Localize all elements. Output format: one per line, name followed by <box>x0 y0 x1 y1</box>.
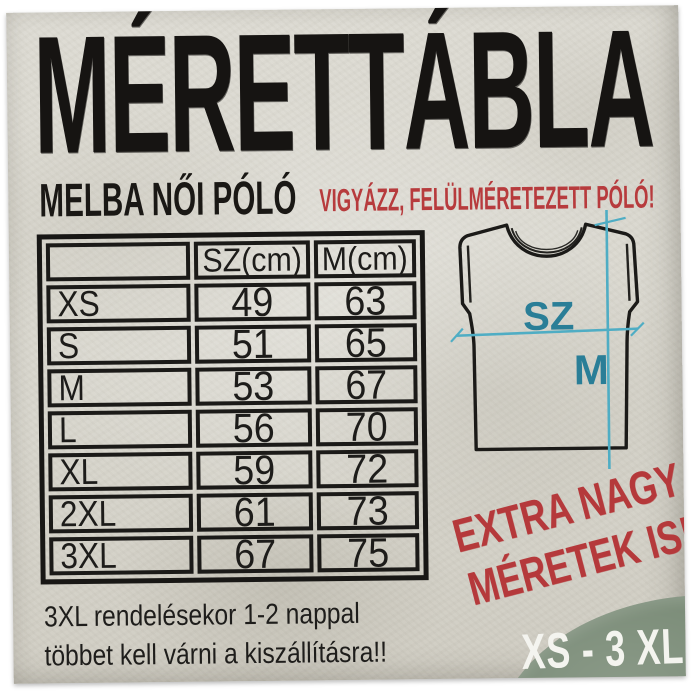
sz-value: 67 <box>197 531 314 577</box>
size-label: XL <box>48 451 193 492</box>
size-table: SZ(cm) M(cm) XS 49 63 S 51 65 M 53 67 L … <box>36 230 429 585</box>
sz-value: 53 <box>195 363 312 409</box>
left-cuff-line <box>466 245 472 303</box>
table-row: L 56 70 <box>47 404 418 451</box>
size-label: S <box>46 325 192 366</box>
size-label: 3XL <box>49 535 194 576</box>
paper-sheet: MÉRETTÁBLA MELBA NŐI PÓLÓ VIGYÁZZ, FELÜL… <box>6 5 686 684</box>
m-value: 65 <box>314 320 417 366</box>
tshirt-measurement-diagram: SZ M <box>450 210 645 470</box>
table-row: M 53 67 <box>47 362 418 409</box>
table-row: 2XL 61 73 <box>48 488 419 535</box>
sz-value: 59 <box>196 447 313 493</box>
size-range-badge: XS - 3 XL <box>520 617 686 680</box>
width-label: SZ <box>523 294 575 339</box>
right-cuff-line <box>625 243 631 301</box>
tshirt-outline <box>458 222 640 452</box>
sz-value: 61 <box>196 489 314 535</box>
size-label: XS <box>46 283 191 324</box>
collar-inner-line2 <box>515 230 579 251</box>
m-value: 73 <box>316 488 419 534</box>
size-label: L <box>47 409 193 450</box>
m-value: 72 <box>316 446 419 492</box>
width-dimension-tick-left <box>450 327 464 343</box>
col-header-width: SZ(cm) <box>193 240 311 280</box>
m-value: 70 <box>315 404 418 450</box>
width-dimension-tick-right <box>630 321 645 337</box>
sz-value: 51 <box>194 321 312 367</box>
shipping-note-line1: 3XL rendelésekor 1-2 nappal <box>43 597 360 634</box>
col-header-height: M(cm) <box>313 239 416 279</box>
m-value: 67 <box>315 362 418 408</box>
table-row: S 51 65 <box>46 320 417 367</box>
height-dimension-line <box>605 210 611 470</box>
shipping-note: 3XL rendelésekor 1-2 nappal többet kell … <box>44 594 448 677</box>
m-value: 63 <box>314 278 417 324</box>
table-row: XS 49 63 <box>46 278 417 325</box>
m-value: 75 <box>317 530 420 576</box>
table-row: 3XL 67 75 <box>49 530 420 577</box>
sz-value: 56 <box>195 405 313 451</box>
table-row: XL 59 72 <box>48 446 419 493</box>
size-label: M <box>47 367 192 408</box>
page-title: MÉRETTÁBLA <box>32 5 654 189</box>
size-table-corner-cell <box>45 241 191 282</box>
height-dimension-tick-top <box>594 216 626 227</box>
shipping-note-line2: többet kell várni a kiszállításra!! <box>44 636 388 673</box>
collar-inner-line <box>510 227 583 254</box>
size-table-header-row: SZ(cm) M(cm) <box>45 239 416 282</box>
size-label: 2XL <box>48 493 194 534</box>
sz-value: 49 <box>194 279 311 325</box>
height-label: M <box>574 346 610 393</box>
